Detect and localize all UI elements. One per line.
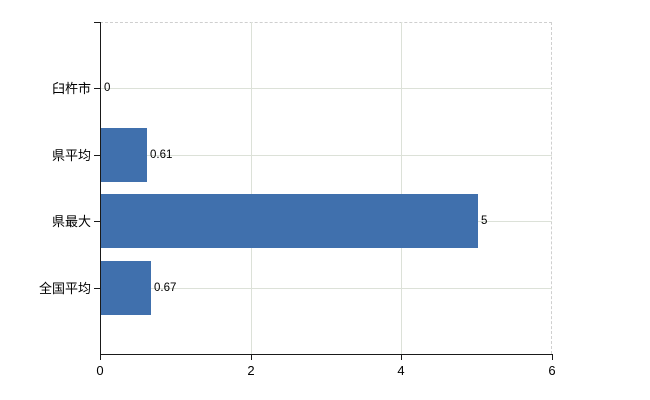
value-label: 0.61 [150, 149, 173, 161]
x-axis-tick [552, 355, 553, 360]
category-label-県最大: 県最大 [51, 214, 91, 229]
value-label: 0 [104, 82, 111, 94]
x-tick-label-6: 6 [548, 363, 556, 378]
y-axis-tick [94, 288, 100, 289]
gridline-vertical [250, 22, 252, 354]
plot-area [100, 22, 552, 354]
y-axis-tick [94, 155, 100, 156]
y-axis-end-tick [94, 22, 100, 23]
gridline-horizontal [101, 288, 552, 289]
x-axis-tick [251, 355, 252, 360]
y-axis-tick [94, 221, 100, 222]
gridline-horizontal [101, 88, 552, 89]
y-axis-tick [94, 88, 100, 89]
value-label: 0.67 [154, 282, 177, 294]
bar-県最大 [101, 194, 478, 248]
x-tick-label-4: 4 [397, 363, 405, 378]
x-axis-tick [100, 355, 101, 360]
x-axis-tick [401, 355, 402, 360]
gridline-vertical [401, 22, 403, 354]
x-tick-label-0: 0 [96, 363, 104, 378]
y-axis-line [100, 22, 101, 355]
category-label-県平均: 県平均 [51, 148, 91, 163]
x-axis-line [100, 354, 553, 355]
bar-全国平均 [101, 261, 151, 315]
value-label: 5 [481, 215, 488, 227]
bar-県平均 [101, 128, 147, 182]
gridline-horizontal [101, 155, 552, 156]
category-label-臼杵市: 臼杵市 [51, 81, 91, 96]
category-label-全国平均: 全国平均 [38, 281, 91, 296]
x-tick-label-2: 2 [247, 363, 255, 378]
